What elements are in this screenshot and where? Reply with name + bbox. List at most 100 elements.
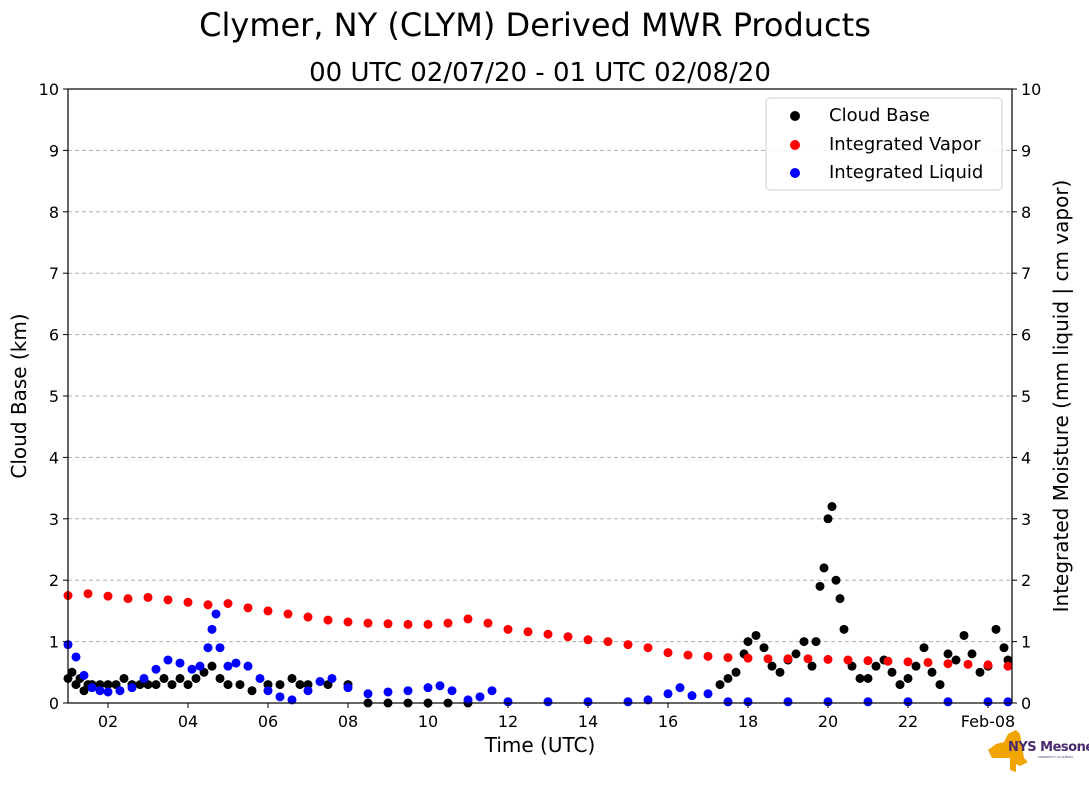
- cloud-base-point: [799, 637, 809, 647]
- cloud-base-point: [731, 667, 741, 677]
- x-tick-label: 18: [738, 712, 758, 731]
- x-tick-label: 22: [898, 712, 918, 731]
- y-tick-label-right: 4: [1021, 448, 1031, 467]
- y-tick-label-right: 2: [1021, 571, 1031, 590]
- integrated-liquid-point: [643, 695, 653, 705]
- legend-box: [765, 97, 1003, 191]
- integrated-liquid-point: [943, 697, 953, 707]
- integrated-liquid-point: [383, 687, 393, 697]
- integrated-liquid-point: [87, 683, 97, 693]
- integrated-vapor-point: [403, 619, 413, 629]
- logo-subtext: UNIVERSITY AT ALBANY: [1038, 755, 1074, 759]
- cloud-base-point: [815, 581, 825, 591]
- integrated-liquid-point: [223, 661, 233, 671]
- cloud-base-point: [871, 661, 881, 671]
- integrated-liquid-point: [275, 692, 285, 702]
- x-axis-label: Time (UTC): [484, 733, 596, 757]
- integrated-liquid-point: [435, 681, 445, 691]
- cloud-base-point: [751, 630, 761, 640]
- cloud-base-point: [743, 637, 753, 647]
- cloud-base-point: [827, 502, 837, 512]
- y-tick-label-left: 4: [49, 448, 59, 467]
- cloud-base-point: [823, 514, 833, 524]
- nys-mesonet-logo: NYS Mesonet UNIVERSITY AT ALBANY: [986, 728, 1089, 772]
- ny-state-shape-icon: [988, 730, 1028, 772]
- integrated-vapor-point: [803, 654, 813, 664]
- integrated-liquid-point: [215, 643, 225, 653]
- integrated-liquid-point: [255, 673, 265, 683]
- x-tick-label: 14: [578, 712, 598, 731]
- integrated-liquid-point: [663, 689, 673, 699]
- cloud-base-point: [807, 661, 817, 671]
- cloud-base-point: [287, 673, 297, 683]
- integrated-vapor-point: [683, 650, 693, 660]
- integrated-liquid-point: [207, 624, 217, 634]
- integrated-vapor-point: [903, 657, 913, 667]
- integrated-vapor-point: [483, 618, 493, 628]
- integrated-vapor-point: [343, 617, 353, 627]
- y-tick-label-right: 8: [1021, 203, 1031, 222]
- y-tick-label-right: 0: [1021, 694, 1031, 713]
- integrated-vapor-point: [183, 597, 193, 607]
- cloud-base-point: [831, 575, 841, 585]
- legend: Cloud Base Integrated Vapor Integrated L…: [765, 97, 1003, 191]
- integrated-vapor-point: [663, 648, 673, 658]
- integrated-liquid-point: [303, 686, 313, 696]
- integrated-liquid-point: [503, 697, 513, 707]
- legend-marker-integrated-vapor: [790, 140, 800, 150]
- cloud-base-point: [999, 643, 1009, 653]
- cloud-base-point: [247, 686, 257, 696]
- integrated-liquid-point: [863, 697, 873, 707]
- integrated-liquid-point: [231, 658, 241, 668]
- integrated-liquid-point: [463, 695, 473, 705]
- integrated-liquid-point: [783, 697, 793, 707]
- x-tick-label: 06: [258, 712, 278, 731]
- y-tick-label-right: 10: [1021, 80, 1041, 99]
- integrated-liquid-point: [287, 695, 297, 705]
- legend-label-integrated-liquid: Integrated Liquid: [829, 162, 983, 183]
- data-points: [63, 502, 1013, 708]
- integrated-vapor-point: [783, 654, 793, 664]
- cloud-base-point: [183, 680, 193, 690]
- cloud-base-point: [903, 673, 913, 683]
- x-tick-label: 16: [658, 712, 678, 731]
- cloud-base-point: [191, 673, 201, 683]
- integrated-vapor-point: [863, 656, 873, 666]
- integrated-vapor-point: [743, 653, 753, 663]
- cloud-base-point: [207, 661, 217, 671]
- integrated-liquid-point: [139, 673, 149, 683]
- cloud-base-point: [919, 643, 929, 653]
- cloud-base-point: [235, 680, 245, 690]
- cloud-base-point: [967, 649, 977, 659]
- integrated-vapor-point: [543, 629, 553, 639]
- integrated-liquid-point: [127, 683, 137, 693]
- integrated-liquid-point: [203, 643, 213, 653]
- integrated-liquid-point: [71, 652, 81, 662]
- x-tick-label: 08: [338, 712, 358, 731]
- integrated-liquid-point: [363, 689, 373, 699]
- cloud-base-point: [911, 661, 921, 671]
- integrated-liquid-point: [983, 697, 993, 707]
- x-tick-label: 20: [818, 712, 838, 731]
- gridlines: [68, 149, 1012, 643]
- integrated-liquid-point: [823, 697, 833, 707]
- integrated-liquid-point: [675, 683, 685, 693]
- integrated-vapor-point: [263, 606, 273, 616]
- cloud-base-point: [863, 673, 873, 683]
- x-tick-label: 10: [418, 712, 438, 731]
- cloud-base-point: [767, 661, 777, 671]
- integrated-liquid-point: [343, 683, 353, 693]
- integrated-vapor-point: [843, 655, 853, 665]
- integrated-vapor-point: [423, 619, 433, 629]
- integrated-liquid-point: [263, 686, 273, 696]
- integrated-vapor-point: [723, 653, 733, 663]
- y-tick-label-left: 5: [49, 387, 59, 406]
- integrated-liquid-point: [687, 691, 697, 701]
- integrated-vapor-point: [823, 654, 833, 664]
- cloud-base-point: [723, 673, 733, 683]
- integrated-liquid-point: [623, 697, 633, 707]
- y-tick-label-right: 1: [1021, 633, 1031, 652]
- integrated-liquid-point: [195, 661, 205, 671]
- integrated-liquid-point: [723, 697, 733, 707]
- cloud-base-point: [895, 680, 905, 690]
